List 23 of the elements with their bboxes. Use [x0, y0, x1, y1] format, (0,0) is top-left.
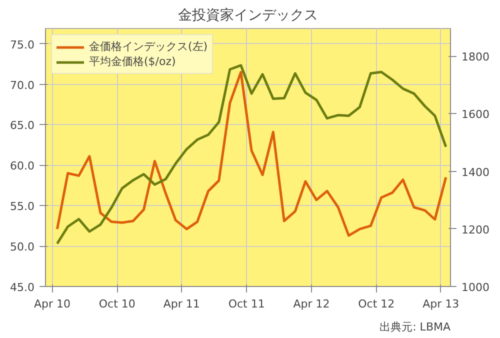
- x-tick-label: Oct 12: [358, 298, 395, 310]
- text: 出典元: LBMA: [380, 320, 451, 334]
- y-tick-label: 55.0: [10, 200, 35, 214]
- x-tick-label: Apr 10: [34, 298, 71, 310]
- y2-tick-label: 1000: [462, 281, 490, 294]
- y-tick-label: 45.0: [10, 281, 35, 294]
- x-tick-label: Apr 12: [293, 298, 330, 310]
- chart-title: 金投資家インデックス: [178, 8, 318, 24]
- x-tick-label: Apr 11: [163, 298, 200, 310]
- legend-label: 平均金価格($/oz): [89, 54, 176, 69]
- y-tick-label: 75.0: [10, 38, 35, 52]
- y-tick-label: 60.0: [10, 160, 35, 173]
- y-tick-label: 65.0: [10, 119, 35, 132]
- y2-tick-label: 1400: [462, 166, 490, 179]
- y-tick-label: 50.0: [10, 240, 35, 254]
- x-tick-label: Oct 10: [98, 298, 136, 310]
- x-tick-label: Oct 11: [228, 298, 265, 310]
- y2-tick-label: 1800: [462, 50, 490, 64]
- x-tick-label: Apr 13: [422, 298, 460, 310]
- legend-label: 金価格インデックス(左): [89, 39, 208, 54]
- y2-tick-label: 1600: [462, 108, 490, 122]
- y2-tick-label: 1200: [462, 223, 490, 236]
- y-tick-label: 70.0: [10, 78, 35, 92]
